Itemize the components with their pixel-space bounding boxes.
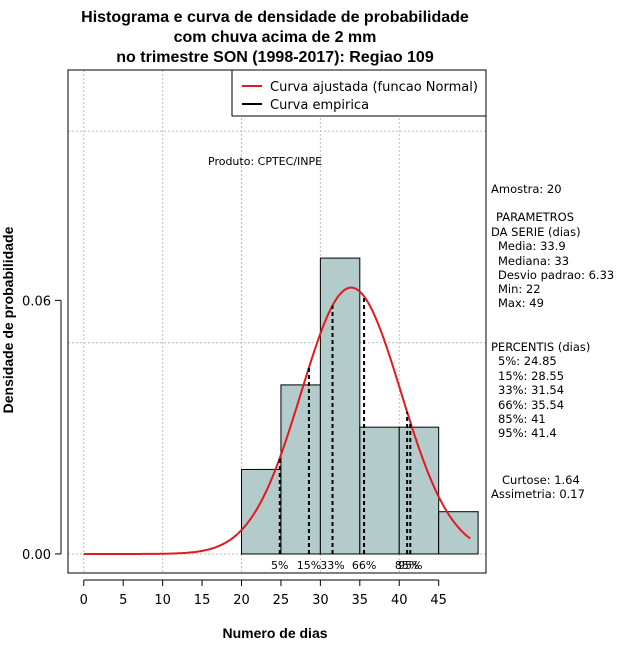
stat-assimetria: Assimetria: 0.17: [491, 487, 585, 501]
stat-param-sub: DA SERIE (dias): [491, 225, 581, 239]
x-tick-label-20: 20: [233, 593, 250, 608]
x-tick-label-5: 5: [119, 593, 127, 608]
stat-p5: 5%: 24.85: [498, 354, 557, 368]
histogram-bar-3: [319, 257, 361, 555]
percentile-label-15: 15%: [297, 559, 321, 572]
histogram-bar-1: [241, 468, 282, 555]
stat-media: Media: 33.9: [498, 239, 566, 253]
legend-label-2: Curva empirica: [270, 98, 369, 113]
stat-p95: 95%: 41.4: [498, 426, 557, 440]
x-tick-label-45: 45: [430, 593, 447, 608]
legend-label-1: Curva ajustada (funcao Normal): [270, 80, 478, 95]
x-tick-label-35: 35: [352, 593, 369, 608]
legend-box: [231, 69, 487, 117]
stat-curtose: Curtose: 1.64: [502, 473, 580, 487]
histogram-bar-4: [359, 426, 400, 555]
percentile-label-66: 66%: [352, 559, 376, 572]
title-line-2: com chuva acima de 2 mm: [174, 29, 377, 46]
y-tick-label-1: 0.06: [22, 294, 51, 309]
stat-perc-title: PERCENTIS (dias): [491, 340, 590, 354]
stat-desvio: Desvio padrao: 6.33: [498, 268, 614, 282]
product-annotation: Produto: CPTEC/INPE: [208, 155, 322, 168]
y-axis-label: Densidade de probabilidade: [0, 226, 16, 413]
percentile-lines: 5% 15% 33% 66% 85%95%: [271, 296, 423, 572]
title-line-3: no trimestre SON (1998-2017): Regiao 109: [116, 49, 434, 66]
x-tick-label-15: 15: [194, 593, 211, 608]
y-tick-label-0: 0.00: [22, 548, 51, 563]
x-tick-label-25: 25: [273, 593, 290, 608]
percentile-label-85: 85%: [395, 559, 419, 572]
normal-curve: [83, 286, 471, 555]
histogram-bar-2: [280, 384, 321, 555]
histogram-bar-6: [438, 511, 479, 555]
histogram-bars: [241, 257, 479, 555]
stat-p15: 15%: 28.55: [498, 369, 564, 383]
normal-curve-line: [83, 286, 471, 555]
stat-max: Max: 49: [498, 296, 544, 310]
stat-mediana: Mediana: 33: [498, 254, 569, 268]
stats-panel: Amostra: 20 PARAMETROS DA SERIE (dias) M…: [491, 182, 614, 501]
stat-p66: 66%: 35.54: [498, 398, 564, 412]
x-tick-label-10: 10: [154, 593, 171, 608]
stat-p85: 85%: 41: [498, 412, 546, 426]
percentile-label-95: 95%: [398, 559, 422, 572]
x-tick-label-40: 40: [391, 593, 408, 608]
stat-param-title: PARAMETROS: [496, 210, 574, 224]
stat-amostra: Amostra: 20: [491, 182, 562, 196]
legend: Curva ajustada (funcao Normal) Curva empi…: [231, 69, 487, 117]
chart-title: Histograma e curva de densidade de proba…: [81, 9, 469, 66]
stat-min: Min: 22: [498, 282, 541, 296]
x-axis-label: Numero de dias: [222, 625, 327, 641]
title-line-1: Histograma e curva de densidade de proba…: [81, 9, 469, 26]
percentile-label-33: 33%: [320, 559, 344, 572]
percentile-label-5: 5%: [271, 559, 288, 572]
x-tick-label-0: 0: [80, 593, 88, 608]
stat-p33: 33%: 31.54: [498, 383, 564, 397]
x-tick-label-30: 30: [312, 593, 329, 608]
